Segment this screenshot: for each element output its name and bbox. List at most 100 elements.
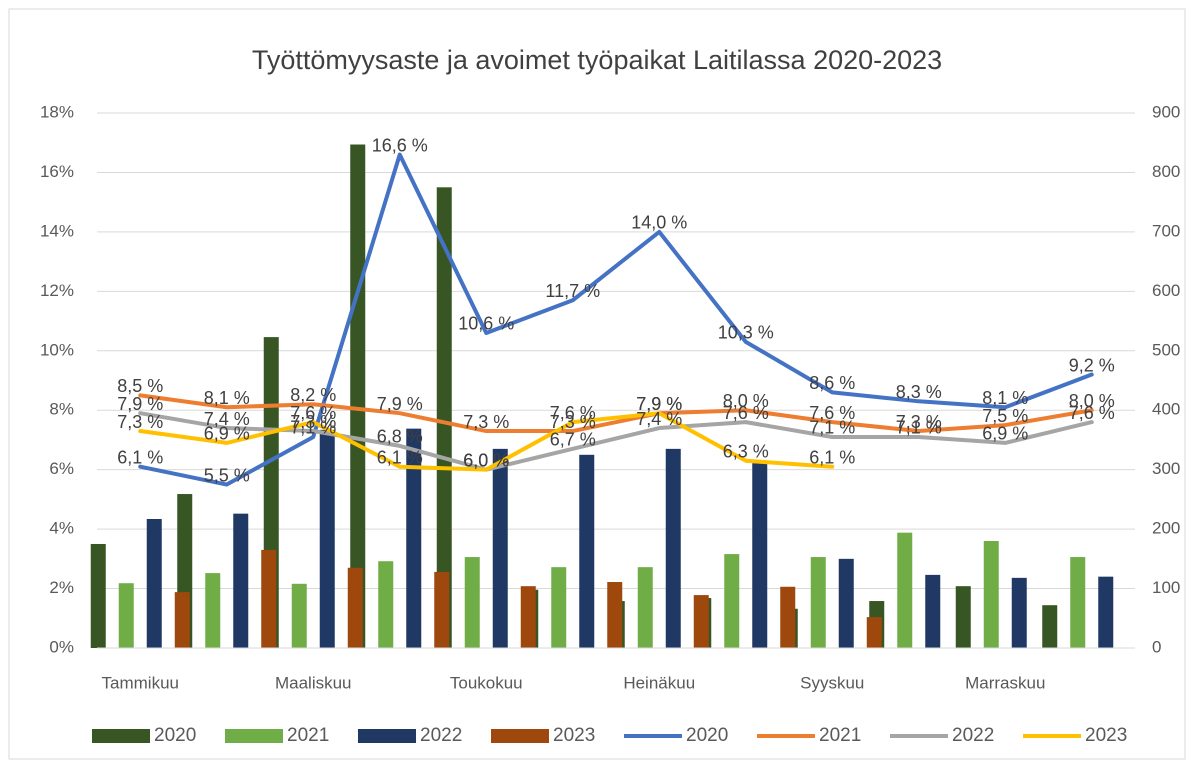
legend-label: 2021 [819,725,861,746]
y-tick-label: 14% [40,221,74,240]
bar [551,567,567,648]
data-label: 7,9 % [377,394,423,414]
legend-label: 2022 [420,725,462,746]
data-label: 6,9 % [982,424,1028,444]
bar [146,519,162,648]
data-label: 7,9 % [117,394,163,414]
data-label: 8,5 % [117,376,163,396]
bar [205,573,221,648]
x-tick-label: Heinäkuu [623,673,695,692]
bar [492,448,508,648]
data-label: 6,1 % [809,447,855,467]
data-label: 6,8 % [377,427,423,447]
bar [579,454,595,648]
data-label: 7,3 % [896,412,942,432]
bar [1042,605,1058,648]
data-label: 7,6 % [723,403,769,423]
y-tick-label: 18% [40,102,74,121]
legend-swatch [358,729,416,743]
data-label: 6,0 % [463,450,509,470]
y-tick-label: 10% [40,340,74,359]
bar [724,554,740,648]
bar [291,583,307,648]
legend-label: 2021 [287,725,329,746]
legend-swatch [225,729,283,743]
bar [174,592,190,648]
data-label: 7,1 % [809,418,855,438]
data-label: 6,3 % [723,442,769,462]
data-label: 8,0 % [1069,391,1115,411]
y-tick-label: 16% [40,162,74,181]
bar [983,541,999,648]
y-tick-label: 6% [49,459,74,478]
data-label: 7,9 % [636,394,682,414]
legend-label: 2020 [686,725,728,746]
data-label: 7,5 % [982,406,1028,426]
data-label: 10,6 % [458,314,514,334]
legend-swatch [92,729,150,743]
chart-title: Työttömyysaste ja avoimet työpaikat Lait… [252,45,942,75]
y2-tick-label: 500 [1152,340,1180,359]
data-label: 8,1 % [204,388,250,408]
legend-label: 2022 [952,725,994,746]
y-tick-label: 8% [49,400,74,419]
data-label: 10,3 % [718,323,774,343]
y2-tick-label: 100 [1152,578,1180,597]
bar [118,583,134,648]
y-tick-label: 12% [40,281,74,300]
data-label: 7,4 % [636,409,682,429]
data-label: 7,1 % [896,418,942,438]
y2-tick-label: 900 [1152,102,1180,121]
bar [955,586,971,648]
bar [866,617,882,648]
y2-tick-label: 800 [1152,162,1180,181]
data-label: 9,2 % [1069,355,1115,375]
data-label: 7,3 % [290,412,336,432]
x-tick-label: Tammikuu [102,673,179,692]
line [138,393,1094,434]
line [138,411,1094,472]
x-tick-label: Maaliskuu [275,673,352,692]
data-label: 7,6 % [809,403,855,423]
y2-tick-label: 200 [1152,519,1180,538]
data-label: 8,3 % [896,382,942,402]
bar [90,543,106,648]
bar [607,582,623,648]
data-label: 5,5 % [204,465,250,485]
data-label: 6,0 % [463,450,509,470]
data-label: 16,6 % [372,135,428,155]
data-label: 7,6 % [290,403,336,423]
bar [665,448,681,648]
y2-tick-label: 700 [1152,221,1180,240]
bar [752,463,768,648]
data-label: 11,7 % [545,281,600,301]
bar [1011,577,1027,648]
legend-label: 2020 [154,725,196,746]
data-label: 7,9 % [636,394,682,414]
data-label: 7,6 % [1069,403,1115,423]
y2-tick-label: 600 [1152,281,1180,300]
data-label: 7,3 % [117,412,163,432]
bar [693,595,709,648]
bar [838,558,854,648]
bar [347,567,363,648]
y-tick-label: 2% [49,578,74,597]
data-label: 7,1 % [290,418,336,438]
data-label: 14,0 % [631,213,687,233]
data-label: 6,9 % [204,424,250,444]
data-label: 7,3 % [550,412,596,432]
data-label: 8,2 % [290,385,336,405]
data-label: 6,7 % [550,430,596,450]
bar [319,429,335,648]
bar [780,586,796,648]
y2-tick-label: 0 [1152,637,1161,656]
x-tick-label: Marraskuu [965,673,1045,692]
y2-tick-label: 300 [1152,459,1180,478]
bar [637,567,653,648]
bar [464,557,480,648]
legend-label: 2023 [1085,725,1127,746]
bar [406,428,422,648]
legend-label: 2023 [553,725,595,746]
bar [810,557,826,648]
